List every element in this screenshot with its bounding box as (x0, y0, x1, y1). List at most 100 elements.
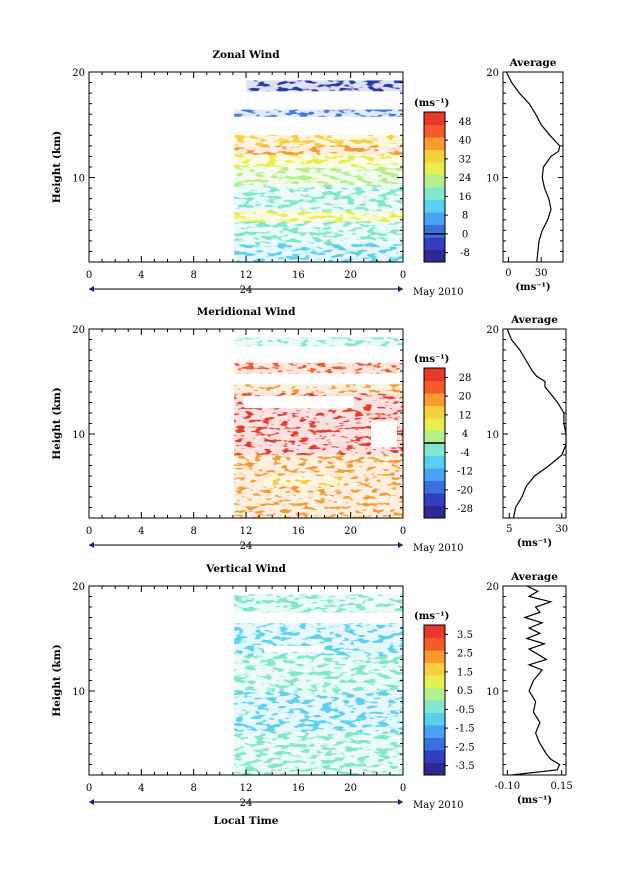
x-tick-label: 16 (292, 526, 305, 537)
y-axis-label: Height (km) (51, 644, 63, 716)
colorbar-swatch (424, 650, 445, 663)
colorbar-tick-label: -20 (457, 485, 473, 496)
x-tick-label: 12 (240, 270, 253, 281)
colorbar-swatch (424, 368, 445, 381)
day-span-arrow (89, 799, 94, 805)
average-profile-line (506, 328, 567, 519)
average-profile-line (505, 71, 561, 263)
average-frame (502, 71, 564, 263)
colorbar-tick-label: 20 (459, 392, 472, 403)
colorbar-swatch (424, 712, 445, 726)
missing-data-speckle (234, 586, 403, 775)
colorbar-tick-label: 40 (459, 136, 472, 147)
colorbar-tick-label: -8 (460, 248, 470, 259)
average-x-tick-label: 0 (505, 268, 511, 279)
x-tick-label: 12 (240, 526, 253, 537)
x-tick-label: 0 (400, 783, 406, 794)
x-tick-label: 8 (190, 783, 196, 794)
x-tick-label: 0 (400, 526, 406, 537)
colorbar-swatch (424, 443, 445, 456)
colorbar-tick-label: -28 (457, 504, 473, 515)
colorbar-tick-label: -12 (457, 467, 473, 478)
average-x-label: (ms⁻¹) (517, 538, 552, 549)
colorbar-unit-label: (ms⁻¹) (414, 98, 449, 109)
y-tick-label: 20 (72, 325, 85, 336)
y-tick-label: 20 (72, 582, 85, 593)
panel-title: Zonal Wind (212, 49, 280, 61)
colorbar-unit-label: (ms⁻¹) (414, 354, 449, 365)
colorbar-swatch (424, 750, 445, 763)
average-profile-line (511, 585, 561, 776)
day-span-arrow (398, 799, 403, 805)
average-x-label: (ms⁻¹) (517, 795, 552, 806)
average-x-tick-label: 0.15 (551, 781, 573, 792)
colorbar-tick-label: 1.5 (457, 667, 473, 678)
colorbar-swatch (424, 249, 445, 263)
x-tick-label: 4 (138, 270, 144, 281)
missing-data-speckle (234, 329, 403, 518)
date-label: May 2010 (413, 287, 463, 298)
colorbar-tick-label: -3.5 (455, 761, 474, 772)
colorbar-frame (423, 111, 446, 263)
colorbar-swatch (424, 224, 445, 238)
y-axis-label: Height (km) (51, 131, 63, 203)
colorbar-swatch (424, 380, 445, 394)
date-label: May 2010 (413, 543, 463, 554)
colorbar-swatch (424, 137, 445, 150)
day-label: 24 (240, 798, 253, 809)
colorbar-swatch (424, 637, 445, 651)
average-y-tick-label: 10 (486, 174, 499, 185)
colorbar-swatch (424, 675, 445, 688)
colorbar (424, 368, 445, 519)
day-span-arrow (398, 286, 403, 292)
average-x-tick-label: 30 (535, 268, 548, 279)
colorbar-swatch (424, 455, 445, 469)
colorbar-swatch (424, 737, 445, 751)
colorbar-swatch (424, 687, 445, 701)
colorbar-tick-label: 32 (459, 154, 472, 165)
colorbar-swatch (424, 418, 445, 431)
colorbar-tick-label: 16 (459, 192, 472, 203)
colorbar-tick-label: 0 (462, 229, 468, 240)
colorbar-swatch (424, 430, 445, 444)
average-x-tick-label: 30 (555, 524, 568, 535)
average-x-label: (ms⁻¹) (515, 282, 550, 293)
colorbar-swatch (424, 237, 445, 250)
colorbar-tick-label: -4 (460, 448, 470, 459)
average-title: Average (510, 571, 558, 583)
x-tick-label: 16 (292, 270, 305, 281)
colorbar-swatch (424, 162, 445, 175)
colorbar-tick-label: 8 (462, 211, 468, 222)
data-field-group (234, 329, 403, 519)
data-field-group (234, 72, 403, 263)
average-y-tick-label: 10 (486, 430, 499, 441)
colorbar-swatch (424, 112, 445, 125)
colorbar-swatch (424, 480, 445, 494)
colorbar-tick-label: 2.5 (457, 649, 473, 660)
x-tick-label: 20 (344, 270, 357, 281)
average-title: Average (509, 57, 557, 69)
colorbar-swatch (424, 405, 445, 419)
colorbar-swatch (424, 212, 445, 225)
colorbar-tick-label: -1.5 (455, 724, 474, 735)
average-x-tick-label: 5 (506, 524, 512, 535)
x-tick-label: 12 (240, 783, 253, 794)
colorbar-tick-label: 28 (459, 373, 472, 384)
colorbar-swatch (424, 124, 445, 138)
average-y-tick-label: 20 (486, 68, 499, 79)
missing-data-speckle (234, 72, 403, 262)
panel-title: Meridional Wind (197, 306, 296, 318)
colorbar-swatch (424, 468, 445, 481)
colorbar (424, 112, 445, 263)
x-tick-label: 0 (86, 783, 92, 794)
panel-title: Vertical Wind (205, 563, 286, 575)
colorbar-tick-label: 3.5 (457, 630, 473, 641)
colorbar-swatch (424, 762, 445, 776)
colorbar-swatch (424, 725, 445, 738)
x-tick-label: 0 (86, 526, 92, 537)
colorbar-swatch (424, 199, 445, 213)
x-tick-label: 0 (400, 270, 406, 281)
colorbar-tick-label: 4 (462, 429, 468, 440)
x-tick-label: 8 (190, 270, 196, 281)
colorbar-tick-label: -0.5 (455, 705, 474, 716)
